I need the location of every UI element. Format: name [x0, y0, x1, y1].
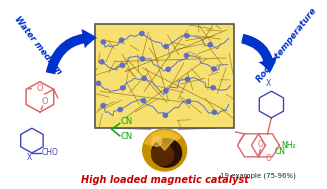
Text: 19 example (75-96%): 19 example (75-96%) [219, 172, 295, 179]
Circle shape [184, 53, 189, 57]
Circle shape [152, 139, 181, 167]
Circle shape [101, 40, 106, 44]
Circle shape [140, 57, 145, 61]
Circle shape [208, 43, 212, 47]
Text: X: X [26, 153, 32, 162]
Text: CHO: CHO [42, 148, 59, 157]
FancyArrowPatch shape [241, 34, 277, 73]
Circle shape [164, 89, 168, 93]
Circle shape [100, 60, 104, 64]
Circle shape [212, 67, 216, 71]
Text: O: O [36, 84, 43, 93]
Circle shape [166, 67, 170, 71]
Circle shape [211, 86, 215, 90]
Circle shape [212, 110, 216, 114]
Circle shape [186, 99, 191, 104]
Text: CN: CN [121, 117, 133, 126]
Text: NH₂: NH₂ [282, 141, 296, 150]
Circle shape [120, 63, 125, 67]
Text: O: O [266, 154, 271, 163]
Circle shape [118, 108, 122, 112]
Text: High loaded magnetic catalyst: High loaded magnetic catalyst [81, 175, 249, 185]
Text: X: X [266, 78, 271, 88]
Text: CN: CN [121, 132, 133, 141]
Circle shape [101, 103, 105, 108]
Circle shape [140, 31, 144, 36]
Circle shape [152, 137, 162, 146]
Circle shape [152, 144, 174, 165]
Circle shape [164, 44, 168, 49]
Circle shape [185, 77, 190, 81]
Circle shape [121, 86, 125, 90]
Text: O: O [42, 97, 48, 106]
Text: CN: CN [274, 147, 285, 156]
Circle shape [119, 38, 124, 42]
Text: O: O [257, 140, 263, 149]
Circle shape [142, 76, 146, 81]
Text: Water medium: Water medium [12, 15, 63, 76]
Circle shape [163, 113, 167, 117]
Wedge shape [152, 132, 177, 150]
Circle shape [143, 129, 187, 171]
Wedge shape [145, 130, 181, 150]
FancyArrowPatch shape [46, 29, 97, 74]
Circle shape [185, 34, 189, 38]
FancyBboxPatch shape [95, 24, 234, 128]
Text: Room temperature: Room temperature [255, 7, 318, 84]
Circle shape [96, 81, 101, 85]
Circle shape [141, 99, 146, 103]
